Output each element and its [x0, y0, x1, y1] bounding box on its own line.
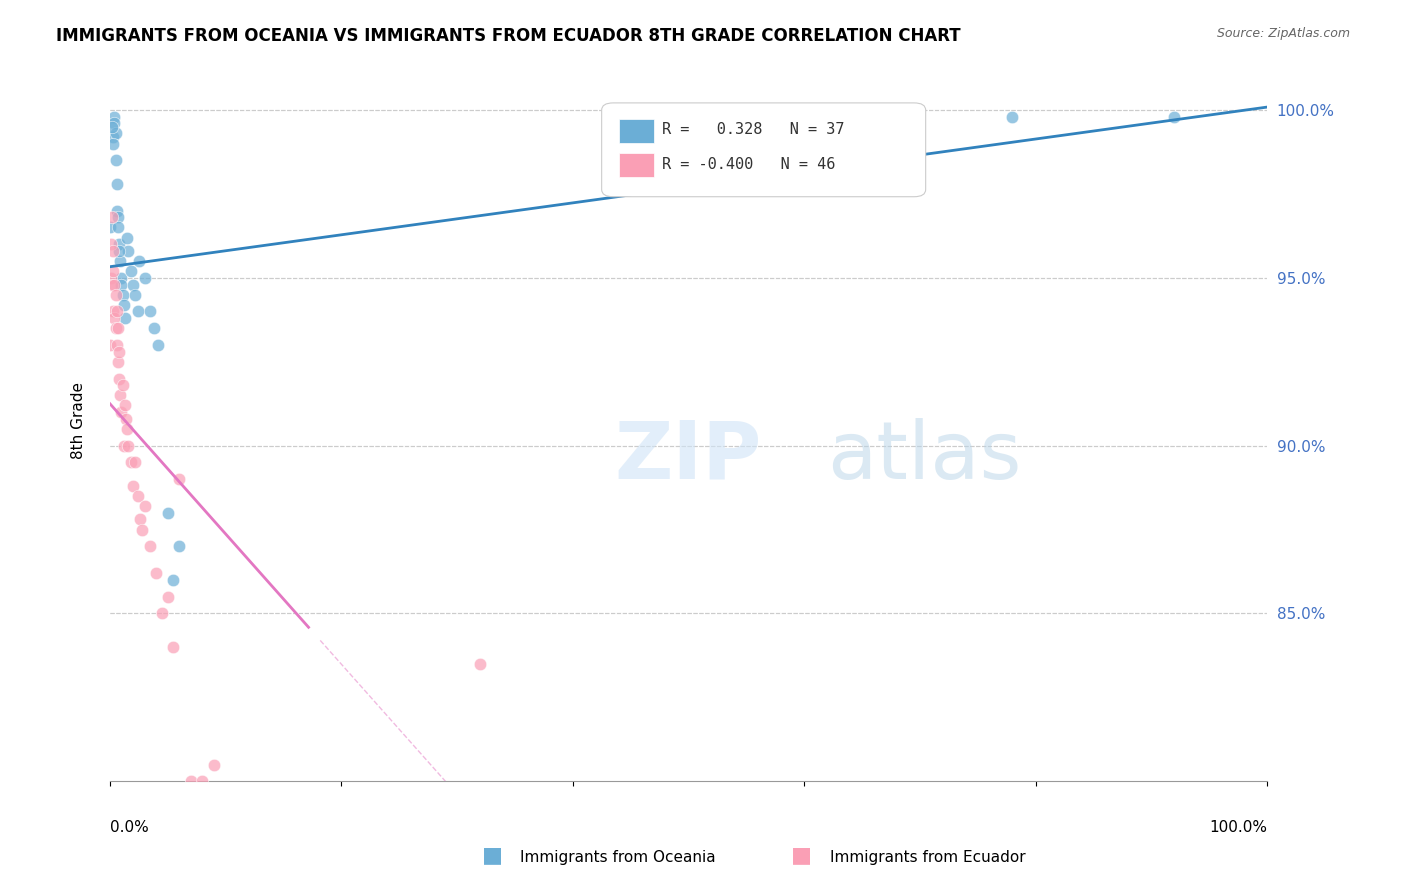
Point: [112, 439, 135, 453]
Text: R =   0.328   N = 37: R = 0.328 N = 37: [662, 122, 845, 137]
Point: [111, 378, 134, 392]
Point: [115, 411, 138, 425]
Point: [470, 657, 492, 671]
Point: [115, 230, 138, 244]
Text: ■: ■: [792, 846, 811, 865]
Text: 100.0%: 100.0%: [1209, 820, 1267, 835]
Point: [124, 287, 146, 301]
Point: [191, 774, 214, 789]
FancyBboxPatch shape: [602, 103, 925, 197]
Text: Immigrants from Ecuador: Immigrants from Ecuador: [830, 850, 1025, 865]
Point: [103, 110, 125, 124]
Point: [104, 287, 127, 301]
Point: [127, 304, 149, 318]
Point: [100, 237, 122, 252]
Point: [103, 129, 125, 144]
Point: [114, 398, 136, 412]
FancyBboxPatch shape: [619, 119, 654, 143]
Text: ■: ■: [482, 846, 502, 865]
Point: [128, 254, 150, 268]
Text: Source: ZipAtlas.com: Source: ZipAtlas.com: [1216, 27, 1350, 40]
Point: [1001, 110, 1024, 124]
Point: [101, 120, 124, 134]
Point: [103, 304, 125, 318]
Point: [117, 439, 139, 453]
Point: [108, 237, 131, 252]
Text: R = -0.400   N = 46: R = -0.400 N = 46: [662, 157, 835, 172]
Point: [101, 211, 124, 225]
Point: [122, 277, 145, 292]
Point: [111, 287, 134, 301]
Text: 0.0%: 0.0%: [110, 820, 149, 835]
Point: [110, 277, 132, 292]
Point: [108, 344, 131, 359]
Point: [214, 808, 236, 822]
Point: [103, 277, 125, 292]
Text: ZIP: ZIP: [614, 417, 762, 496]
Point: [162, 573, 184, 587]
Point: [108, 371, 131, 385]
Point: [107, 211, 129, 225]
Point: [169, 539, 191, 553]
Point: [129, 512, 152, 526]
Point: [202, 757, 225, 772]
Point: [115, 422, 138, 436]
Point: [114, 311, 136, 326]
Point: [107, 321, 129, 335]
Point: [105, 177, 128, 191]
Y-axis label: 8th Grade: 8th Grade: [72, 382, 86, 459]
Point: [815, 110, 838, 124]
Point: [98, 338, 121, 352]
Point: [134, 270, 156, 285]
Point: [142, 321, 165, 335]
Point: [169, 472, 191, 486]
Point: [139, 539, 162, 553]
Point: [105, 203, 128, 218]
Point: [103, 311, 125, 326]
Point: [131, 523, 153, 537]
Point: [145, 566, 167, 581]
Point: [110, 388, 132, 402]
Point: [110, 405, 132, 419]
FancyBboxPatch shape: [619, 153, 654, 177]
Point: [103, 264, 125, 278]
Text: atlas: atlas: [827, 417, 1022, 496]
Point: [139, 304, 162, 318]
Point: [110, 254, 132, 268]
Point: [124, 455, 146, 469]
Text: Immigrants from Oceania: Immigrants from Oceania: [520, 850, 716, 865]
Point: [101, 277, 124, 292]
Point: [156, 590, 179, 604]
Point: [148, 338, 170, 352]
Point: [98, 220, 121, 235]
Point: [122, 479, 145, 493]
Point: [108, 244, 131, 258]
Point: [107, 220, 129, 235]
Point: [105, 304, 128, 318]
Point: [105, 338, 128, 352]
Point: [117, 244, 139, 258]
Point: [120, 264, 142, 278]
Point: [100, 270, 122, 285]
Point: [104, 153, 127, 168]
Point: [150, 607, 173, 621]
Point: [107, 355, 129, 369]
Point: [103, 244, 125, 258]
Point: [156, 506, 179, 520]
Text: IMMIGRANTS FROM OCEANIA VS IMMIGRANTS FROM ECUADOR 8TH GRADE CORRELATION CHART: IMMIGRANTS FROM OCEANIA VS IMMIGRANTS FR…: [56, 27, 960, 45]
Point: [1163, 110, 1185, 124]
Point: [103, 116, 125, 130]
Point: [127, 489, 149, 503]
Point: [112, 298, 135, 312]
Point: [120, 455, 142, 469]
Point: [104, 127, 127, 141]
Point: [134, 499, 156, 513]
Point: [104, 321, 127, 335]
Point: [110, 270, 132, 285]
Point: [180, 774, 202, 789]
Point: [103, 136, 125, 151]
Point: [162, 640, 184, 654]
